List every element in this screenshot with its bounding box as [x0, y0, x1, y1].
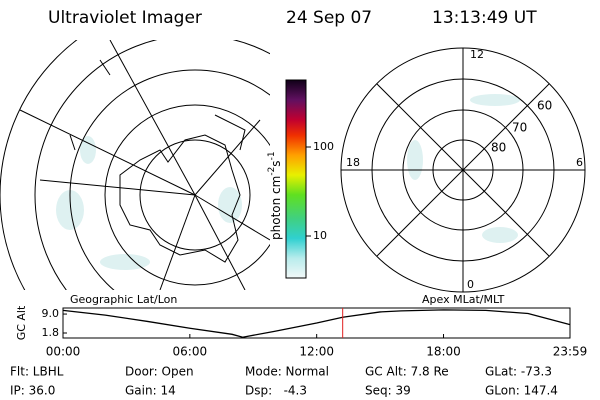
x-tick-label: 06:00	[173, 345, 208, 359]
x-tick-label: 23:59	[553, 345, 588, 359]
x-tick-label: 18:00	[426, 345, 461, 359]
mlt-label: 12	[470, 48, 484, 61]
footer-field: Door: Open	[125, 365, 194, 379]
mlat-label: 80	[491, 141, 506, 155]
title: Ultraviolet Imager	[48, 8, 202, 28]
footer: Flt: LBHL Door: Open Mode: Normal GC Alt: 7…	[10, 365, 558, 398]
footer-field: Dsp: -4.3	[245, 384, 307, 398]
altitude-line	[62, 309, 571, 338]
polar-plot: 12 6 18 0 60 70 80	[340, 47, 586, 293]
mlt-label: 0	[467, 278, 474, 291]
colorbar	[285, 79, 307, 279]
footer-field: Seq: 39	[365, 384, 411, 398]
map-label: Geographic Lat/Lon	[70, 293, 177, 306]
footer-field: GLat: -73.3	[485, 365, 552, 379]
unit-text: photon cm	[269, 176, 283, 240]
y-axis-label: GC Alt	[15, 305, 28, 340]
footer-field: GLon: 147.4	[485, 384, 558, 398]
footer-field: GC Alt: 7.8 Re	[365, 365, 449, 379]
x-tick-label: 00:00	[46, 345, 81, 359]
footer-field: IP: 36.0	[10, 384, 55, 398]
mlat-label: 70	[512, 121, 527, 135]
y-tick-label: 1.8	[42, 326, 60, 339]
date: 24 Sep 07	[286, 8, 372, 28]
y-tick-label: 9.0	[42, 307, 60, 320]
x-tick-label: 12:00	[299, 345, 334, 359]
geographic-map	[0, 40, 270, 290]
mlt-label: 18	[346, 156, 360, 169]
polar-label: Apex MLat/MLT	[422, 293, 505, 306]
unit-exponent: -2	[267, 167, 277, 176]
colorbar-tick-label: 100	[313, 140, 334, 153]
mlat-label: 60	[537, 99, 552, 113]
time: 13:13:49 UT	[432, 8, 537, 28]
unit-exponent: -1	[267, 151, 277, 160]
footer-field: Flt: LBHL	[10, 365, 64, 379]
footer-field: Mode: Normal	[245, 365, 329, 379]
colorbar-unit: photon cm-2s-1	[267, 151, 283, 240]
colorbar-tick-label: 10	[313, 229, 327, 242]
footer-field: Gain: 14	[125, 384, 176, 398]
mlt-label: 6	[576, 156, 583, 169]
unit-text: s	[269, 160, 283, 166]
